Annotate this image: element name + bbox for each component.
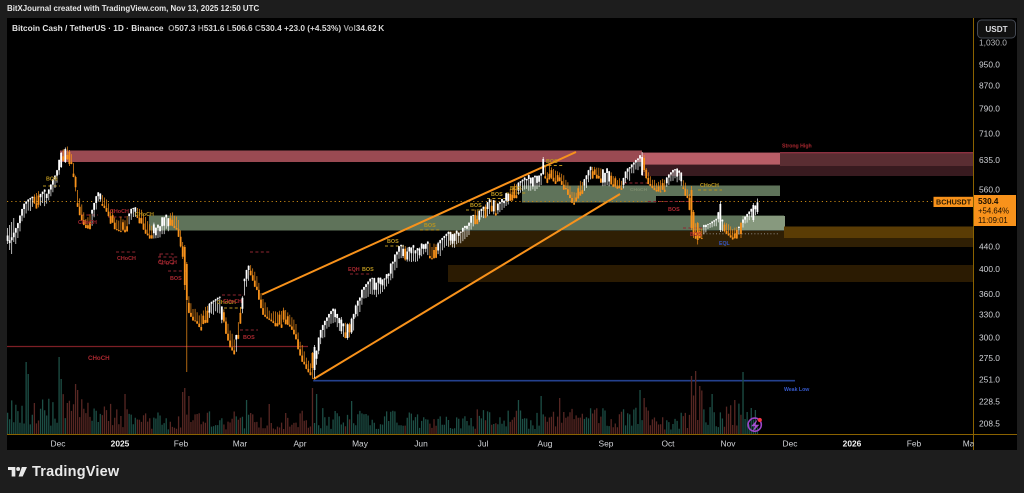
svg-text:BCHUSDT: BCHUSDT: [936, 198, 972, 207]
svg-text:+54.64%: +54.64%: [978, 207, 1009, 216]
svg-text:USDT: USDT: [985, 25, 1007, 34]
svg-text:Weak Low: Weak Low: [784, 387, 810, 393]
svg-text:CHoCH: CHoCH: [135, 212, 154, 218]
svg-text:330.0: 330.0: [979, 310, 1000, 320]
svg-text:Oct: Oct: [661, 439, 675, 449]
svg-text:1,030.0: 1,030.0: [979, 38, 1007, 48]
svg-text:870.0: 870.0: [979, 81, 1000, 91]
svg-text:Jun: Jun: [414, 439, 428, 449]
svg-text:Sep: Sep: [599, 439, 614, 449]
svg-text:251.0: 251.0: [979, 374, 1000, 384]
svg-text:560.0: 560.0: [979, 185, 1000, 195]
svg-text:790.0: 790.0: [979, 103, 1000, 113]
svg-text:530.4: 530.4: [978, 197, 999, 206]
svg-text:BOS: BOS: [491, 192, 503, 198]
svg-text:950.0: 950.0: [979, 60, 1000, 70]
svg-text:BOS: BOS: [243, 335, 255, 341]
svg-text:CHoCH: CHoCH: [88, 355, 110, 362]
svg-text:360.0: 360.0: [979, 289, 1000, 299]
svg-text:BOS: BOS: [470, 203, 482, 209]
svg-text:BOS: BOS: [387, 239, 399, 245]
svg-text:CHoCH: CHoCH: [110, 209, 129, 215]
svg-text:BOS: BOS: [690, 232, 702, 238]
svg-text:400.0: 400.0: [979, 264, 1000, 274]
svg-text:BOS: BOS: [46, 177, 58, 183]
svg-text:228.5: 228.5: [979, 397, 1000, 407]
svg-text:635.0: 635.0: [979, 155, 1000, 165]
svg-text:440.0: 440.0: [979, 242, 1000, 252]
svg-text:Aug: Aug: [538, 439, 553, 449]
svg-text:CHoCH: CHoCH: [630, 187, 648, 193]
svg-text:275.0: 275.0: [979, 353, 1000, 363]
svg-text:BOS: BOS: [170, 276, 182, 282]
svg-text:Feb: Feb: [907, 439, 922, 449]
svg-text:11:09:01: 11:09:01: [978, 216, 1008, 225]
svg-text:Nov: Nov: [721, 439, 737, 449]
svg-text:Mar: Mar: [963, 439, 978, 449]
svg-text:May: May: [352, 439, 369, 449]
svg-text:Feb: Feb: [174, 439, 189, 449]
svg-text:208.5: 208.5: [979, 418, 1000, 428]
svg-text:2026: 2026: [843, 439, 862, 449]
svg-text:BOS: BOS: [546, 159, 558, 165]
svg-text:CHoCH: CHoCH: [78, 220, 97, 226]
svg-text:CHoCH: CHoCH: [117, 256, 136, 262]
svg-text:710.0: 710.0: [979, 129, 1000, 139]
svg-text:CHoCH: CHoCH: [158, 260, 177, 266]
svg-text:Jul: Jul: [478, 439, 489, 449]
svg-text:2025: 2025: [111, 439, 130, 449]
svg-text:BOS: BOS: [362, 267, 374, 273]
svg-text:CHoCH: CHoCH: [223, 299, 242, 305]
svg-text:Dec: Dec: [783, 439, 798, 449]
svg-text:Dec: Dec: [51, 439, 66, 449]
svg-text:CHoCH: CHoCH: [700, 183, 719, 189]
svg-text:EQL: EQL: [719, 241, 730, 247]
svg-text:BOS: BOS: [668, 207, 680, 213]
svg-text:BOS: BOS: [510, 186, 522, 192]
svg-text:BOS: BOS: [424, 223, 436, 229]
svg-text:Strong High: Strong High: [782, 144, 812, 150]
svg-text:EQH: EQH: [348, 267, 360, 273]
svg-text:Mar: Mar: [233, 439, 248, 449]
svg-text:CHoCH: CHoCH: [217, 300, 236, 306]
svg-text:300.0: 300.0: [979, 332, 1000, 342]
svg-text:Apr: Apr: [293, 439, 306, 449]
